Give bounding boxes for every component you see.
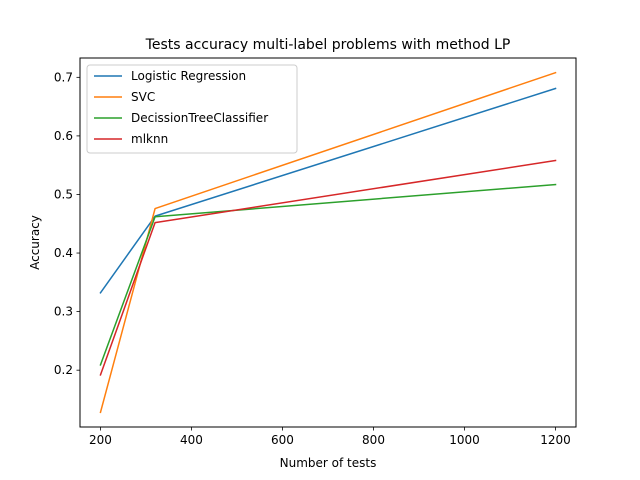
x-tick-label: 1000 xyxy=(449,433,480,447)
legend: Logistic Regression SVC DecissionTreeClass… xyxy=(86,64,298,154)
x-tick-label: 1200 xyxy=(540,433,571,447)
legend-label-1: SVC xyxy=(131,90,155,104)
x-tick-label: 800 xyxy=(362,433,385,447)
y-tick-label: 0.3 xyxy=(54,305,73,319)
x-tick-label: 400 xyxy=(180,433,203,447)
y-axis-title: Accuracy xyxy=(28,215,42,270)
x-axis-title: Number of tests xyxy=(280,456,377,470)
y-tick-label: 0.2 xyxy=(54,363,73,377)
series-line-3 xyxy=(99,159,557,376)
plot-series-group xyxy=(99,71,557,414)
y-tick-label: 0.4 xyxy=(54,246,73,260)
y-tick-label: 0.7 xyxy=(54,70,73,84)
legend-box xyxy=(86,64,298,154)
y-axis: 0.2 0.3 0.4 0.5 0.6 0.7 xyxy=(54,70,80,377)
plot-frame xyxy=(79,57,577,428)
series-line-2 xyxy=(99,183,557,366)
chart-title: Tests accuracy multi-label problems with… xyxy=(145,37,511,53)
legend-label-2: DecissionTreeClassifier xyxy=(131,111,268,125)
series-line-1 xyxy=(99,71,557,414)
legend-label-3: mlknn xyxy=(131,132,168,146)
x-tick-label: 600 xyxy=(271,433,294,447)
y-tick-label: 0.5 xyxy=(54,187,73,201)
legend-label-0: Logistic Regression xyxy=(131,69,246,83)
y-tick-label: 0.6 xyxy=(54,129,73,143)
x-axis: 200 400 600 800 1000 1200 xyxy=(89,427,571,447)
x-tick-label: 200 xyxy=(89,433,112,447)
